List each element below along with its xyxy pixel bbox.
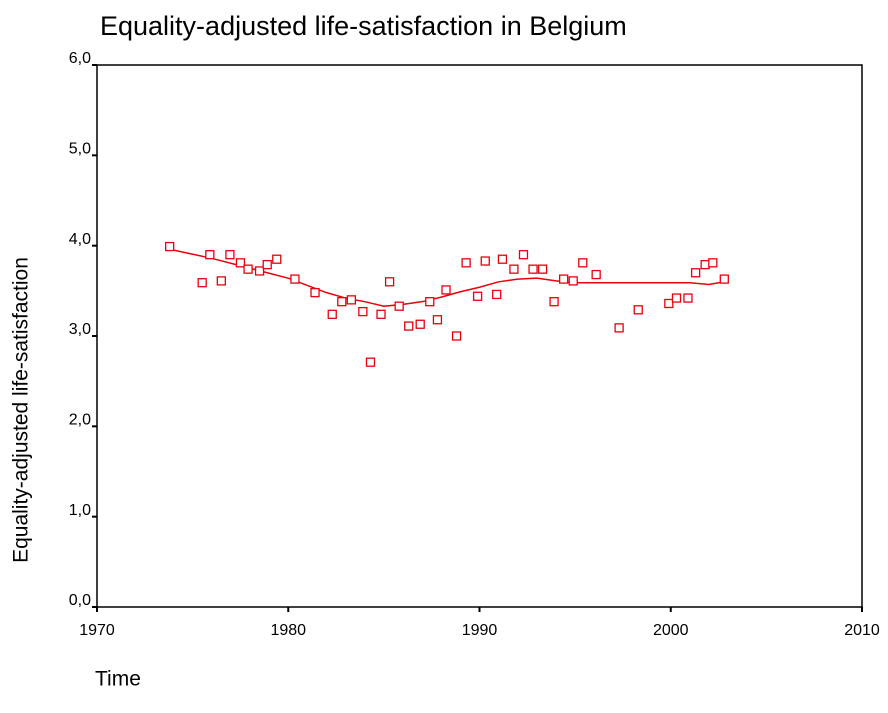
point (492, 289, 502, 300)
point (205, 250, 215, 260)
point (497, 254, 508, 264)
y-tick-label: 3,0 (69, 321, 91, 338)
plot-frame (96, 64, 863, 608)
point (633, 305, 643, 315)
point (327, 309, 337, 319)
point (472, 291, 483, 301)
point (197, 278, 207, 288)
point (243, 264, 253, 274)
x-tick-label: 1980 (270, 622, 306, 639)
point (568, 276, 578, 286)
x-tick-label: 1990 (462, 622, 498, 639)
point (262, 259, 272, 270)
point (165, 241, 175, 252)
point (509, 264, 519, 274)
point (432, 315, 443, 325)
point (358, 306, 368, 317)
y-tick-label: 1,0 (69, 502, 91, 519)
point (404, 321, 414, 331)
x-tick-label: 2000 (653, 622, 689, 639)
point (254, 266, 265, 276)
point (528, 264, 538, 274)
y-tick-label: 4,0 (69, 231, 91, 248)
point (441, 285, 451, 295)
point (690, 268, 701, 278)
point (415, 319, 425, 329)
y-tick-label: 5,0 (69, 141, 91, 158)
fit-line (169, 248, 725, 307)
point (337, 297, 347, 307)
point (480, 256, 490, 266)
point (346, 295, 357, 305)
x-axis-label: Time (95, 668, 141, 691)
point (549, 297, 559, 307)
point (225, 250, 235, 260)
point (290, 274, 300, 284)
point (518, 250, 529, 260)
point (310, 287, 320, 298)
chart-title: Equality-adjusted life-satisfaction in B… (100, 11, 627, 41)
y-tick-label: 6,0 (69, 50, 91, 67)
point (461, 258, 471, 268)
x-tick-label: 2010 (844, 622, 880, 639)
point (451, 331, 462, 341)
point (394, 301, 404, 311)
point (683, 293, 693, 303)
point (700, 259, 710, 270)
point (614, 323, 624, 333)
point (365, 357, 376, 367)
point (708, 258, 718, 268)
point (216, 276, 226, 286)
point (537, 264, 548, 274)
point (671, 293, 682, 303)
point (591, 269, 601, 280)
point (664, 298, 674, 309)
point (559, 274, 569, 284)
point (235, 258, 246, 268)
y-axis-label: Equality-adjusted life-satisfaction (10, 257, 33, 563)
y-tick-label: 0,0 (69, 592, 91, 609)
point (719, 274, 729, 284)
point (376, 309, 386, 319)
x-tick-label: 1970 (79, 622, 115, 639)
point (578, 258, 588, 268)
y-tick-label: 2,0 (69, 412, 91, 429)
point (272, 254, 282, 264)
point (425, 297, 435, 307)
point (384, 277, 395, 287)
